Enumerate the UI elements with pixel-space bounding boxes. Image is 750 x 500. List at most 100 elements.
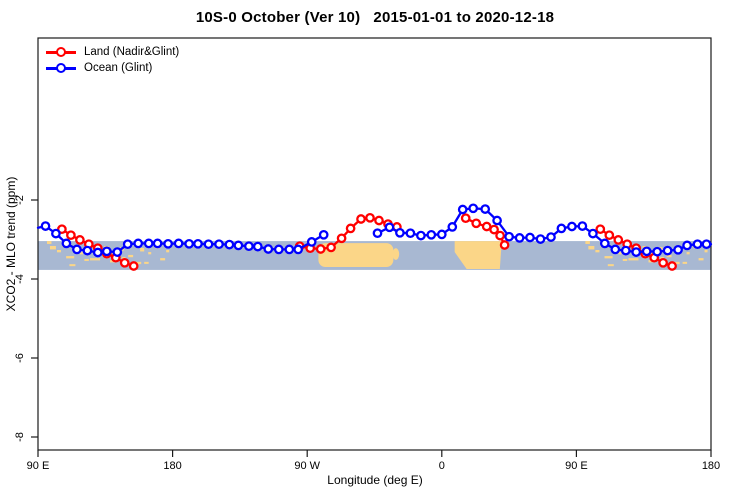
data-point [613, 235, 624, 245]
data-point [701, 239, 712, 250]
legend: Land (Nadir&Glint) Ocean (Glint) [46, 44, 179, 76]
data-point [66, 230, 76, 241]
data-point [152, 238, 163, 249]
svg-text:90 E: 90 E [565, 460, 588, 472]
data-point [284, 244, 295, 255]
x-axis-ticks: 90 E 180 90 W 0 90 E 180 [27, 450, 720, 472]
data-point [620, 245, 631, 256]
data-point [577, 221, 588, 231]
svg-text:180: 180 [163, 460, 181, 472]
data-point [595, 224, 606, 235]
svg-text:0: 0 [439, 460, 445, 472]
data-point [318, 229, 329, 240]
svg-text:-6: -6 [14, 353, 26, 363]
data-point [214, 239, 224, 250]
y-axis-label: XCO2 - MLO trend (ppm) [4, 176, 18, 312]
data-point [682, 240, 692, 251]
svg-text:-4: -4 [14, 274, 26, 284]
data-point [395, 227, 405, 238]
data-point [460, 213, 471, 224]
data-point [405, 228, 416, 239]
data-point [641, 246, 652, 257]
data-point [82, 245, 93, 256]
data-point [372, 228, 383, 239]
data-point [384, 222, 395, 233]
data-point [416, 230, 426, 241]
svg-text:-2: -2 [14, 195, 26, 205]
legend-ocean-marker-icon [46, 63, 76, 73]
data-point [112, 247, 123, 257]
data-point [122, 239, 133, 250]
data-point [326, 242, 336, 253]
svg-text:90 W: 90 W [294, 460, 320, 472]
data-point [652, 246, 663, 257]
data-point [504, 231, 514, 242]
data-point [244, 241, 254, 252]
data-point [293, 244, 304, 255]
data-point [184, 238, 194, 249]
data-point [72, 244, 82, 255]
legend-ocean-label: Ocean (Glint) [84, 62, 153, 74]
data-point [356, 214, 366, 224]
data-point [426, 229, 437, 240]
data-point [193, 238, 203, 249]
data-point [315, 244, 326, 254]
data-point [273, 244, 284, 255]
data-point [233, 240, 244, 251]
y-axis-ticks: -2 -4 -6 -8 [14, 195, 38, 442]
data-point [692, 239, 703, 250]
data-point [128, 261, 139, 271]
data-point [133, 238, 144, 249]
data-point [40, 221, 51, 231]
data-point [610, 244, 621, 255]
data-point [556, 223, 567, 234]
data-point [336, 233, 347, 244]
data-point [224, 239, 235, 250]
series-ocean [36, 203, 713, 258]
data-point [263, 244, 274, 254]
data-point [495, 230, 505, 241]
legend-land-label: Land (Nadir&Glint) [84, 46, 180, 58]
chart-title: 10S-0 October (Ver 10) 2015-01-01 to 202… [195, 9, 555, 26]
data-point [119, 257, 130, 268]
data-point [525, 232, 535, 243]
data-point [499, 240, 510, 250]
data-point [514, 233, 525, 243]
data-point [673, 244, 683, 255]
data-point [173, 238, 184, 249]
data-point [57, 224, 67, 235]
svg-text:180: 180 [702, 460, 720, 472]
data-point [667, 261, 677, 271]
data-point [203, 239, 214, 250]
data-point [604, 230, 615, 241]
data-point [535, 234, 546, 244]
svg-text:-8: -8 [14, 432, 26, 442]
legend-item-land: Land (Nadir&Glint) [46, 44, 179, 60]
data-point [92, 247, 103, 258]
legend-item-ocean: Ocean (Glint) [46, 60, 179, 76]
data-point [61, 238, 72, 249]
data-point [447, 222, 458, 232]
svg-text:90 E: 90 E [27, 460, 50, 472]
data-point [658, 257, 668, 268]
data-point [662, 245, 673, 256]
data-point [436, 229, 447, 240]
data-point [163, 238, 173, 249]
data-point [489, 224, 499, 235]
data-point [143, 238, 154, 249]
data-point [588, 228, 598, 239]
data-point [567, 221, 577, 232]
data-point [468, 203, 479, 214]
data-point [51, 228, 61, 239]
data-point [101, 246, 112, 257]
data-point [457, 204, 468, 215]
data-point [374, 215, 384, 226]
data-point [480, 204, 491, 214]
data-point [492, 215, 502, 226]
data-point [252, 241, 263, 252]
data-point [631, 247, 642, 257]
data-point [471, 218, 482, 229]
data-point [306, 237, 317, 247]
legend-land-marker-icon [46, 47, 76, 57]
